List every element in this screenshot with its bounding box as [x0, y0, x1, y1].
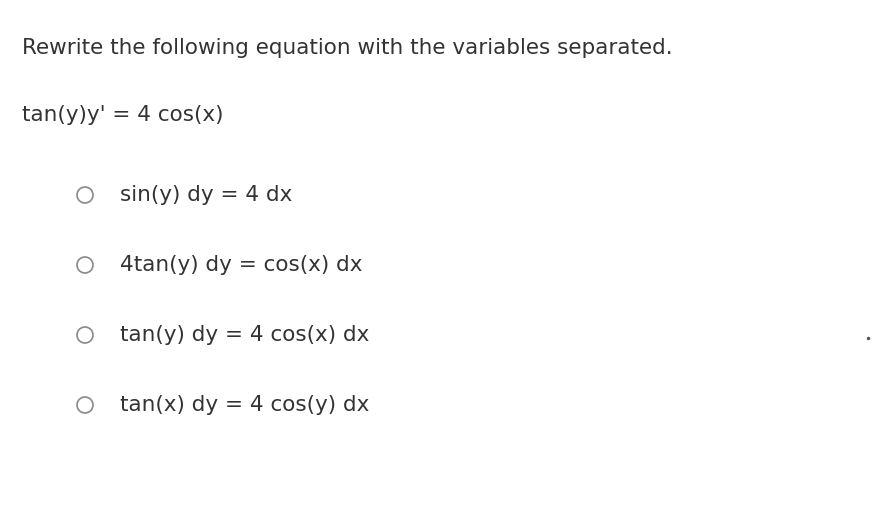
Text: 4tan(y) dy = cos(x) dx: 4tan(y) dy = cos(x) dx [120, 255, 363, 275]
Text: sin(y) dy = 4 dx: sin(y) dy = 4 dx [120, 185, 292, 205]
Text: tan(y)y' = 4 cos(x): tan(y)y' = 4 cos(x) [22, 105, 223, 125]
Text: Rewrite the following equation with the variables separated.: Rewrite the following equation with the … [22, 38, 673, 58]
Text: tan(x) dy = 4 cos(y) dx: tan(x) dy = 4 cos(y) dx [120, 395, 370, 415]
Text: tan(y) dy = 4 cos(x) dx: tan(y) dy = 4 cos(x) dx [120, 325, 370, 345]
